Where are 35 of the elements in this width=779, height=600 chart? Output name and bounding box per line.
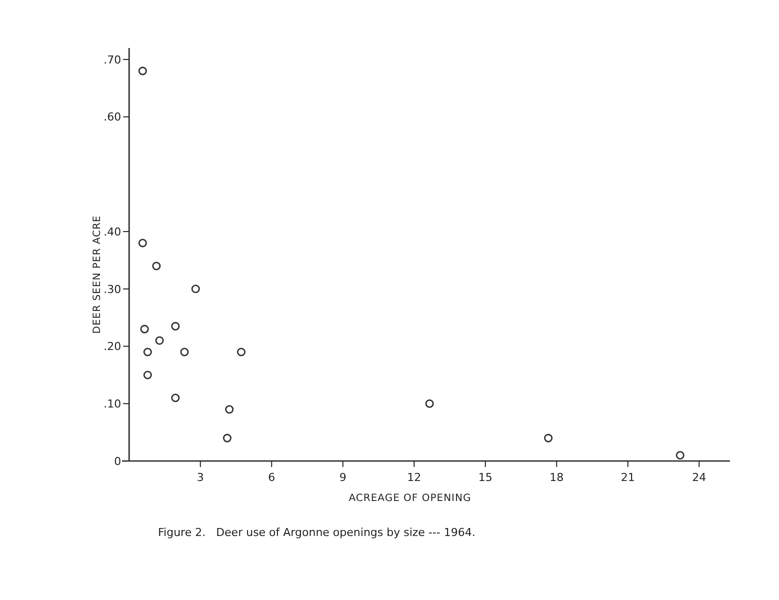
x-tick-label: 24 <box>692 471 706 484</box>
y-tick-label: .10 <box>104 397 122 410</box>
y-axis-title: DEER SEEN PER ACRE <box>92 215 103 334</box>
x-tick-label: 18 <box>550 471 564 484</box>
point <box>171 394 180 402</box>
caption: Figure 2. Deer use of Argonne openings by size --- 1964. <box>158 526 476 539</box>
point <box>138 238 147 248</box>
y-tick-label: .20 <box>104 340 122 354</box>
y-tick-label: .40 <box>104 225 122 238</box>
point <box>425 399 434 408</box>
x-tick-label: 3 <box>196 471 204 484</box>
x-tick-label: 6 <box>268 471 276 484</box>
x-axis-title: ACREAGE OF OPENING <box>348 493 472 504</box>
point <box>143 370 152 380</box>
point <box>180 348 189 356</box>
point <box>143 348 152 356</box>
point <box>138 66 147 76</box>
x-tick-label: 12 <box>407 471 422 484</box>
x-tick-label: 9 <box>339 471 346 484</box>
point <box>140 324 149 334</box>
y-tick-label: 0 <box>114 454 122 468</box>
point <box>225 405 234 414</box>
point <box>222 434 232 442</box>
point <box>152 262 161 270</box>
y-tick-label: .30 <box>104 282 122 296</box>
point <box>155 336 164 345</box>
x-tick-label: 15 <box>478 471 492 484</box>
y-tick-label: .60 <box>104 110 122 124</box>
x-tick-label: 21 <box>620 471 635 484</box>
y-tick-label: .70 <box>104 53 122 66</box>
point <box>171 322 180 330</box>
point <box>236 348 246 356</box>
point <box>544 434 553 442</box>
point <box>676 451 684 460</box>
point <box>191 284 200 294</box>
